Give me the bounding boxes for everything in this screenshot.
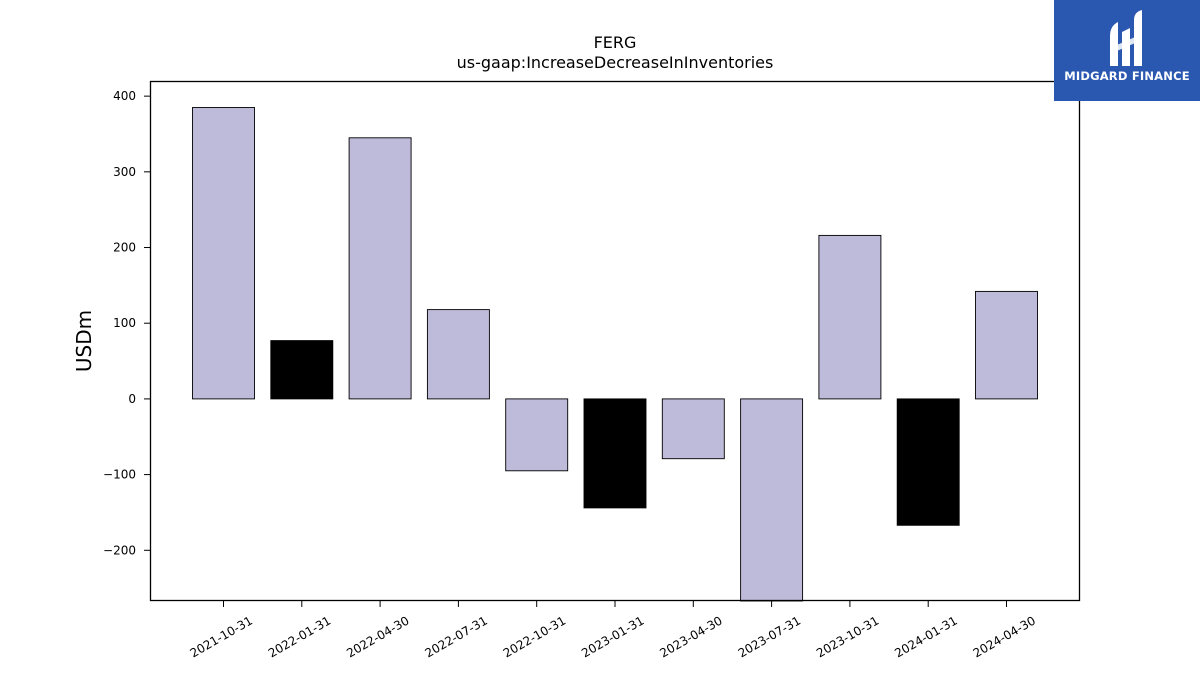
x-tick-label: 2021-10-31 (188, 613, 255, 660)
y-tick-label: 0 (128, 392, 136, 406)
midgard-finance-logo: MIDGARD FINANCE (1054, 0, 1200, 101)
plot-frame (149, 80, 1081, 602)
y-tick-label: −200 (103, 543, 136, 557)
x-tick-label: 2024-01-31 (892, 613, 959, 660)
chart-title: FERG (594, 33, 637, 52)
bar-2022-10-31 (505, 398, 569, 472)
bars-group (192, 107, 1038, 602)
y-ticks-group: −200 −100 0 100 200 300 400 (103, 89, 150, 557)
x-tick-label: 2024-04-30 (971, 613, 1038, 660)
bar-2023-04-30 (661, 398, 725, 460)
bar-2022-04-30 (348, 137, 412, 400)
y-tick-label: 100 (113, 316, 136, 330)
x-tick-label: 2023-01-31 (579, 613, 646, 660)
bar-2022-07-31 (426, 309, 490, 400)
y-tick-label: 400 (113, 89, 136, 103)
chart-subtitle: us-gaap:IncreaseDecreaseInInventories (457, 53, 774, 72)
bar-2021-10-31 (192, 107, 255, 400)
bar-2022-01-31 (270, 340, 334, 400)
bar-2024-01-31 (896, 398, 960, 526)
bar-2023-10-31 (818, 234, 882, 400)
bar-2024-04-30 (975, 290, 1038, 400)
y-axis-label: USDm (72, 310, 96, 372)
x-ticks-group: 2021-10-31 2022-01-31 2022-04-30 2022-07-31… (188, 601, 1038, 660)
x-tick-label: 2022-04-30 (344, 613, 411, 660)
logo-mark-icon (1110, 10, 1142, 66)
logo-text: MIDGARD FINANCE (1064, 69, 1190, 83)
bar-2023-01-31 (583, 398, 647, 509)
x-tick-label: 2022-07-31 (422, 613, 489, 660)
y-tick-label: 300 (113, 165, 136, 179)
x-tick-label: 2023-10-31 (814, 613, 881, 660)
x-tick-label: 2023-07-31 (736, 613, 803, 660)
y-tick-label: −100 (103, 468, 136, 482)
y-tick-label: 200 (113, 241, 136, 255)
bar-2023-07-31 (740, 398, 804, 602)
x-tick-label: 2022-01-31 (266, 613, 333, 660)
x-tick-label: 2023-04-30 (657, 613, 724, 660)
x-tick-label: 2022-10-31 (501, 613, 568, 660)
